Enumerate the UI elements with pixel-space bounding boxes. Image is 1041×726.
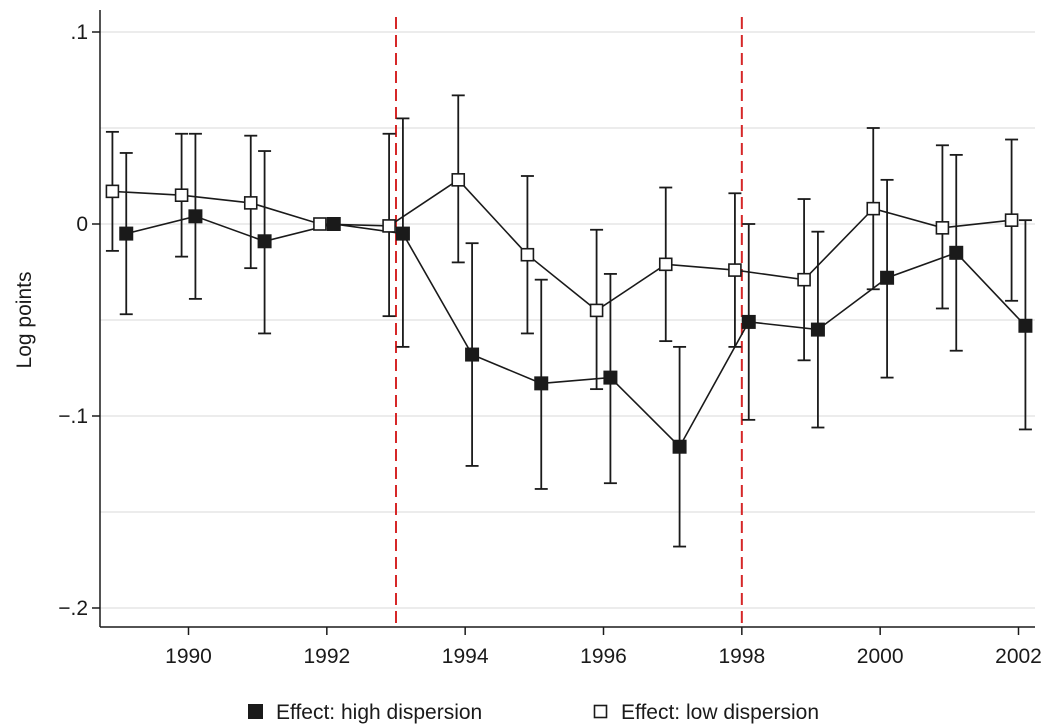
point-1-9 bbox=[728, 263, 742, 277]
point-0-0 bbox=[119, 226, 134, 241]
y-axis-title: Log points bbox=[13, 272, 36, 369]
legend-label-high-dispersion: Effect: high dispersion bbox=[276, 701, 482, 724]
point-1-6 bbox=[520, 247, 535, 262]
point-0-13 bbox=[1018, 318, 1033, 333]
legend: Effect: high dispersion Effect: low disp… bbox=[248, 701, 819, 724]
x-tick-label-1: 1992 bbox=[303, 645, 350, 668]
point-1-12 bbox=[935, 221, 950, 235]
point-0-2 bbox=[257, 234, 272, 249]
point-1-3 bbox=[313, 217, 327, 231]
point-0-10 bbox=[810, 322, 825, 337]
point-0-12 bbox=[949, 245, 964, 260]
point-1-2 bbox=[243, 196, 258, 210]
axes: −.2 −.1 0 .1 1990 1992 1994 1996 1998 2000 2002 bbox=[58, 10, 1041, 668]
legend-label-low-dispersion: Effect: low dispersion bbox=[621, 701, 819, 724]
data-series bbox=[105, 94, 1033, 548]
point-0-5 bbox=[465, 347, 480, 362]
legend-marker-high-dispersion bbox=[248, 704, 263, 719]
x-tick-label-6: 2002 bbox=[995, 645, 1041, 668]
point-0-8 bbox=[672, 439, 687, 454]
point-0-4 bbox=[395, 226, 410, 241]
point-0-9 bbox=[741, 314, 756, 329]
point-1-5 bbox=[451, 173, 466, 187]
series-line-1 bbox=[112, 178, 1012, 312]
point-1-0 bbox=[105, 184, 120, 199]
y-tick-label-0: −.2 bbox=[58, 597, 88, 620]
point-1-10 bbox=[797, 272, 811, 287]
series-0 bbox=[119, 117, 1033, 548]
point-1-1 bbox=[174, 188, 189, 202]
x-tick-label-2: 1994 bbox=[442, 645, 489, 668]
series-line-0 bbox=[126, 215, 1026, 449]
point-1-8 bbox=[658, 257, 673, 272]
y-tick-label-1: −.1 bbox=[58, 405, 88, 428]
point-1-11 bbox=[866, 201, 881, 216]
point-0-7 bbox=[603, 370, 618, 385]
legend-marker-low-dispersion bbox=[593, 704, 608, 719]
point-0-6 bbox=[534, 376, 549, 391]
x-tick-label-5: 2000 bbox=[857, 645, 904, 668]
x-tick-label-0: 1990 bbox=[165, 645, 212, 668]
x-tick-label-4: 1998 bbox=[718, 645, 765, 668]
point-1-7 bbox=[589, 303, 604, 318]
x-tick-label-3: 1996 bbox=[580, 645, 627, 668]
point-1-4 bbox=[382, 219, 396, 233]
point-0-11 bbox=[880, 270, 895, 285]
point-1-13 bbox=[1004, 213, 1019, 227]
point-0-1 bbox=[188, 209, 203, 224]
series-1 bbox=[105, 94, 1019, 391]
y-tick-label-3: .1 bbox=[70, 21, 88, 44]
y-tick-label-2: 0 bbox=[76, 213, 88, 236]
reference-lines bbox=[395, 17, 743, 627]
gridlines bbox=[100, 31, 1035, 609]
